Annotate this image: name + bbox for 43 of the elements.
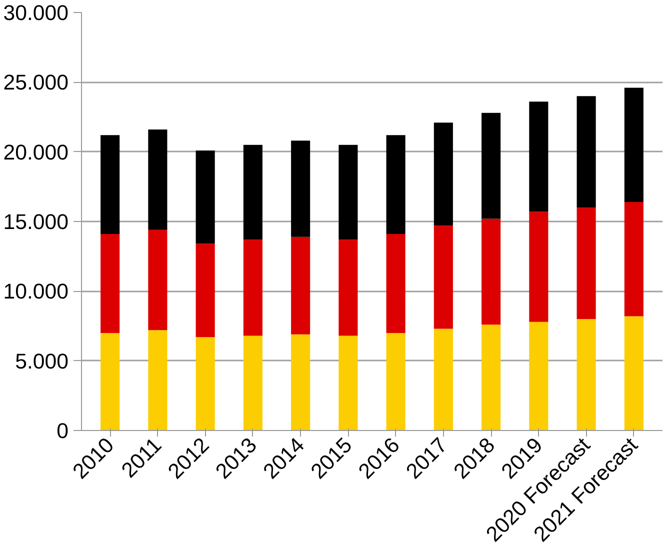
bar [434,122,453,226]
bar [291,334,310,430]
bar [243,144,262,240]
y-tick-label: 30.000 [3,1,69,25]
bar [386,135,406,234]
y-tick-label: 25.000 [3,70,69,95]
bar [291,140,310,237]
bar [100,332,120,430]
bar [148,230,168,330]
bar [291,236,310,334]
bar [624,88,644,202]
bar [482,218,501,325]
bar [243,336,262,430]
bar [529,212,548,322]
y-tick-label: 10.000 [3,280,69,304]
bar [576,208,596,320]
y-tick-label: 15.000 [3,210,69,234]
y-tick-label: 20.000 [3,140,69,164]
bar [624,202,644,316]
bar [529,322,548,430]
bar [100,234,120,333]
bar [148,330,168,430]
bar [624,316,644,430]
bar [386,332,406,430]
bar [482,112,501,219]
y-tick-label: 0 [56,419,69,443]
bar [434,328,453,430]
bar [576,96,596,208]
bar [338,336,358,430]
bar [196,244,215,338]
bar [148,130,168,230]
bar [196,337,215,430]
y-tick-label: 5.000 [15,349,69,374]
bar [482,324,501,430]
bar [529,102,548,212]
bar [434,226,453,329]
bar [196,150,215,244]
bar [338,240,358,336]
bar [576,319,596,430]
bar [243,240,262,336]
bar [338,144,358,240]
bar [100,135,120,234]
bar [386,234,406,333]
